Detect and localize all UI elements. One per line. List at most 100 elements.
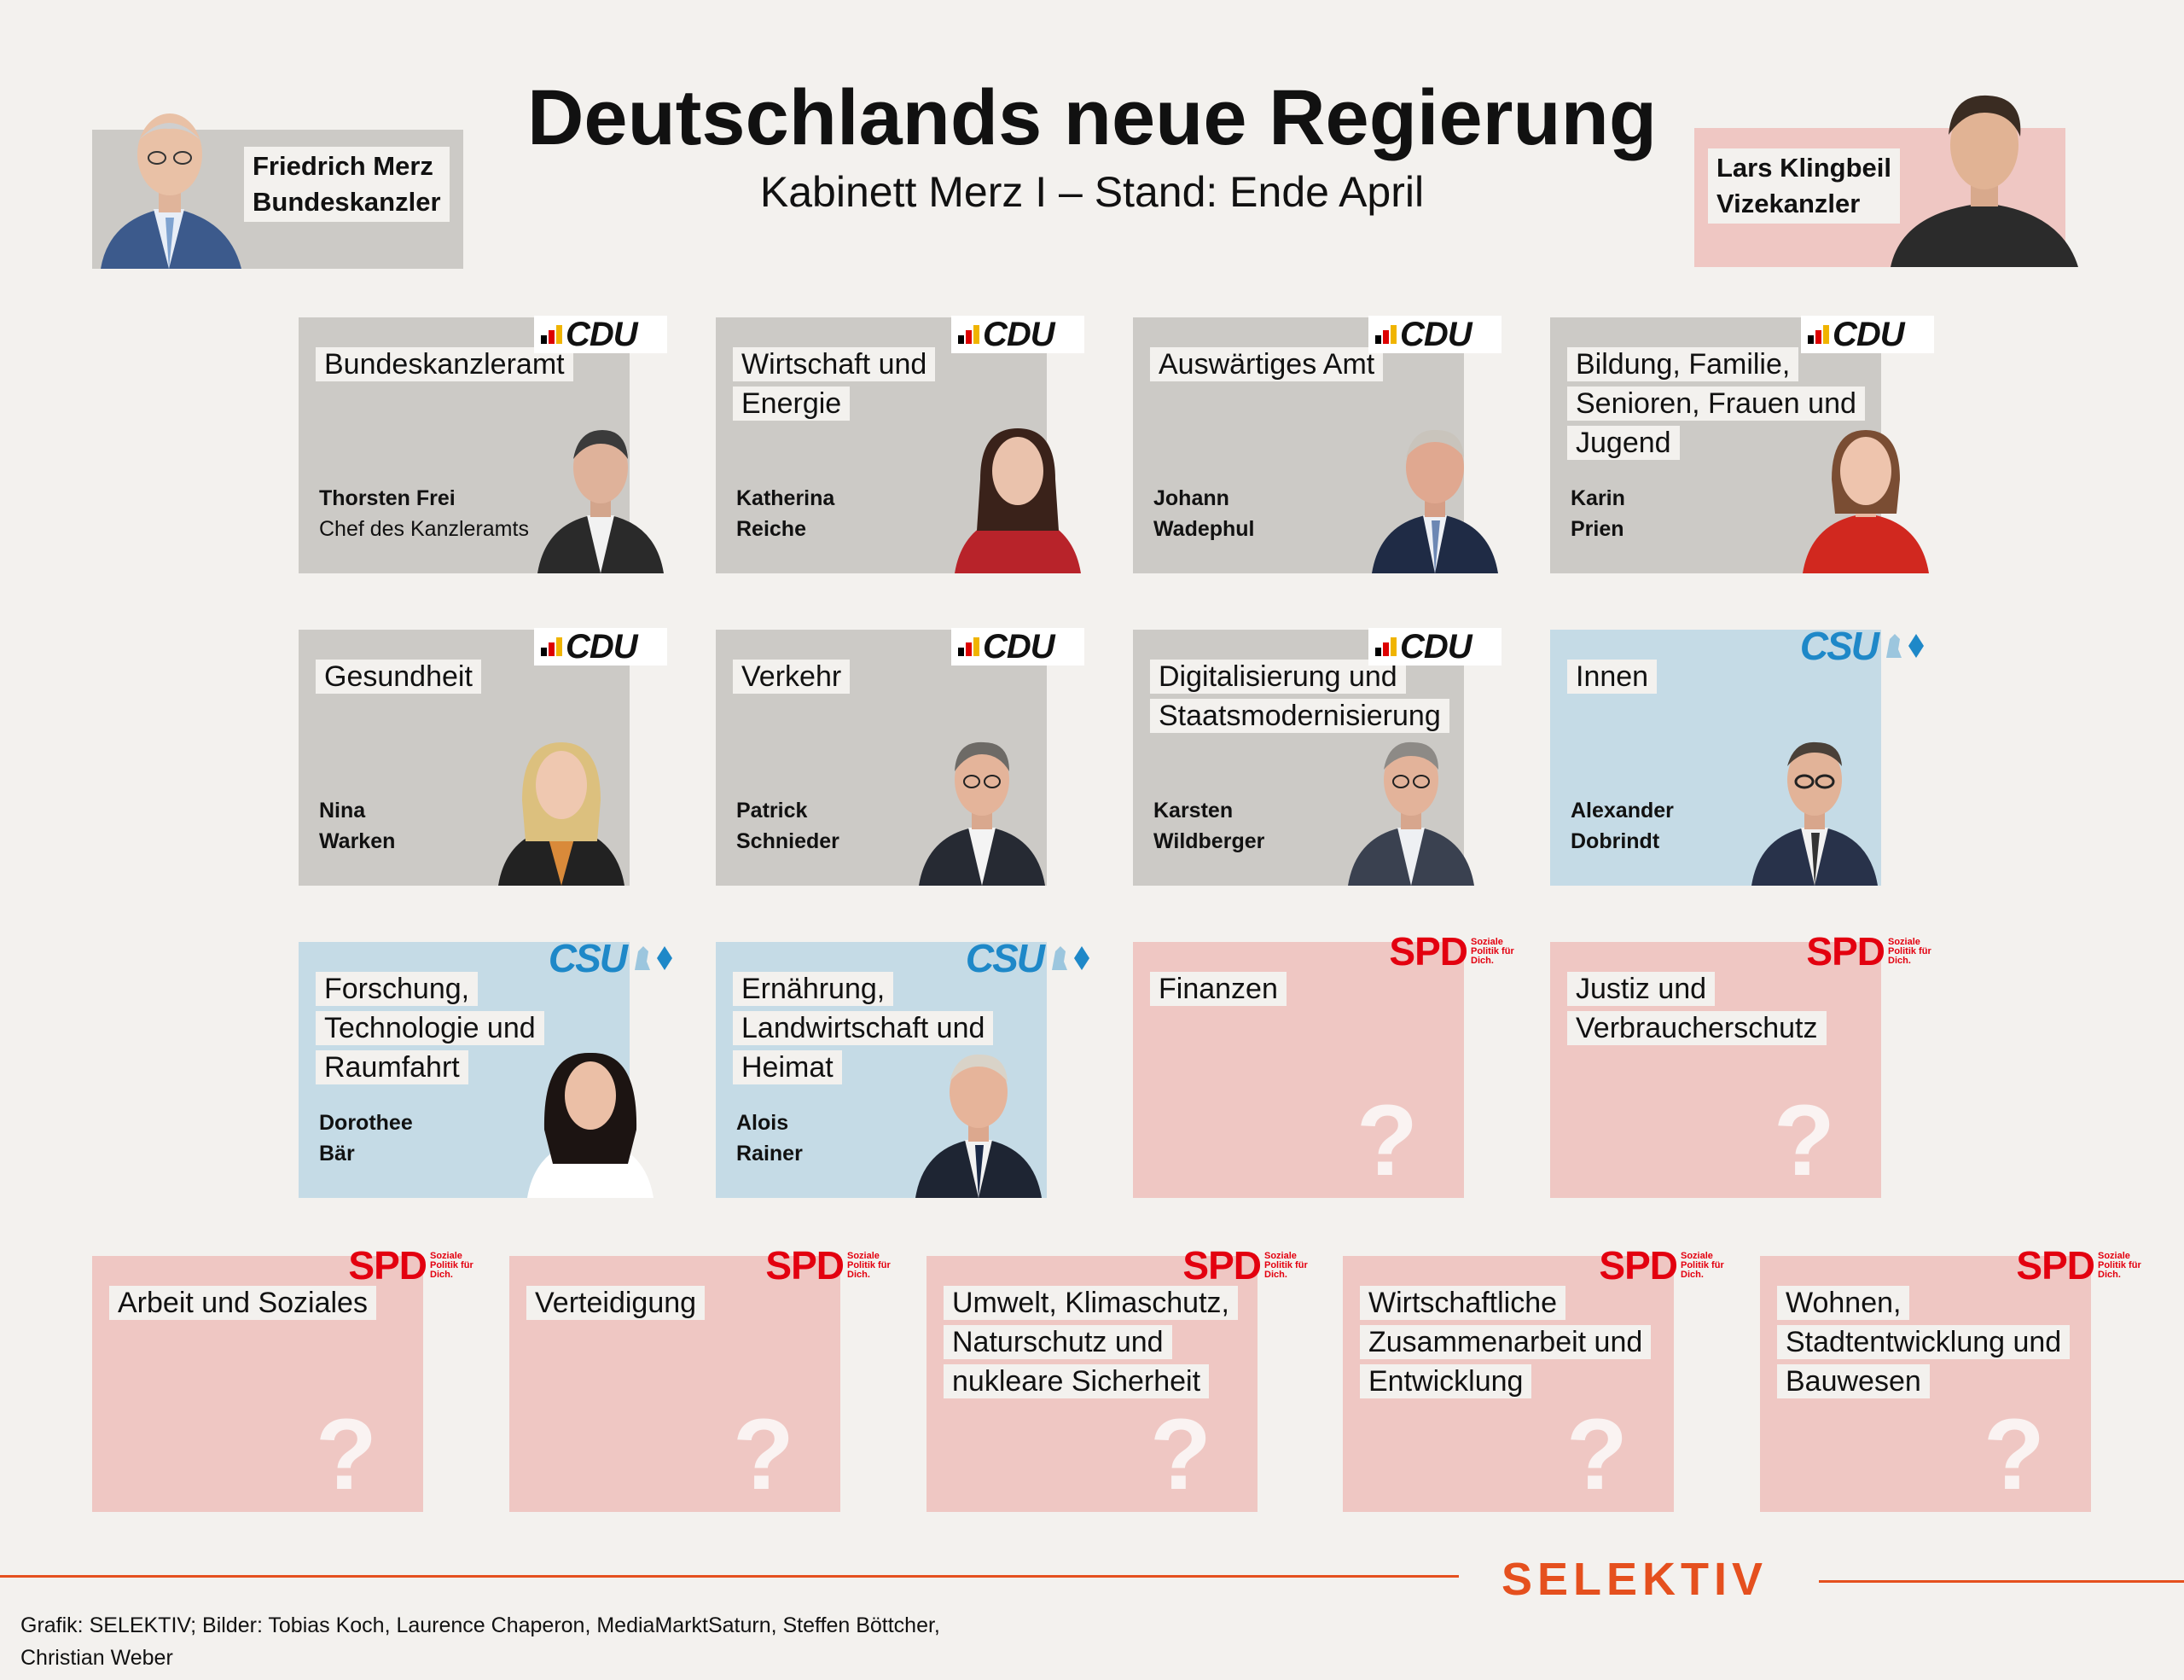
csu-lion-icon	[635, 946, 672, 970]
ministry-title: Justiz und Verbraucherschutz	[1567, 969, 1832, 1048]
spd-logo: SPD Soziale Politik für Dich.	[765, 1243, 891, 1288]
ministry-card-innen: CSU Innen Alexander Dobrindt	[1550, 624, 1924, 886]
spd-logo: SPD Soziale Politik für Dich.	[2016, 1243, 2141, 1288]
ministry-card-wohnen: SPD Soziale Politik für Dich. Wohnen, St…	[1760, 1243, 2141, 1512]
chancellor-label: Friedrich Merz Bundeskanzler	[244, 147, 450, 222]
cdu-logo-icon	[1375, 637, 1397, 656]
ministry-card-finanzen: SPD Soziale Politik für Dich. Finanzen ?	[1133, 929, 1514, 1198]
csu-lion-icon	[1886, 634, 1924, 658]
page-title: Deutschlands neue Regierung	[526, 74, 1658, 161]
ministry-card-bildung: CDU Bildung, Familie, Senioren, Frauen u…	[1550, 316, 1934, 573]
cdu-logo: CDU	[1368, 316, 1502, 353]
minister-name: Johann Wadephul	[1153, 486, 1255, 541]
ministry-card-entwicklung: SPD Soziale Politik für Dich. Wirtschaft…	[1343, 1243, 1724, 1512]
cdu-logo: CDU	[534, 316, 667, 353]
minister-name: Karin Prien	[1571, 486, 1625, 541]
ministry-card-wirtschaft: CDU Wirtschaft und Energie Katherina Rei…	[716, 316, 1084, 573]
unknown-minister-icon: ?	[1356, 1084, 1418, 1197]
cdu-logo-icon	[1375, 325, 1397, 344]
minister-role: Chef des Kanzleramts	[319, 517, 529, 541]
minister-portrait	[493, 732, 630, 886]
ministry-card-ernaehrung: CSU Ernährung, Landwirtschaft und Heimat…	[716, 936, 1089, 1198]
brand-logo: SELEKTIV	[1502, 1554, 1769, 1605]
minister-name: Thorsten Frei Chef des Kanzleramts	[319, 483, 532, 544]
unknown-minister-icon: ?	[1773, 1084, 1835, 1197]
ministry-title: Forschung, Technologie und Raumfahrt	[316, 969, 563, 1087]
ministry-title: Finanzen	[1150, 969, 1287, 1009]
minister-portrait	[1343, 732, 1479, 886]
spd-logo: SPD Soziale Politik für Dich.	[1806, 929, 1931, 974]
cdu-logo: CDU	[951, 628, 1084, 666]
chancellor-role: Bundeskanzler	[253, 187, 441, 217]
vice-chancellor-portrait	[1891, 95, 2078, 267]
ministry-title: Bundeskanzleramt	[316, 345, 573, 384]
footer-divider-right	[1819, 1580, 2184, 1583]
image-credits: Grafik: SELEKTIV; Bilder: Tobias Koch, L…	[20, 1613, 940, 1670]
ministry-card-digitalisierung: CDU Digitalisierung und Staatsmodernisie…	[1133, 628, 1502, 886]
unknown-minister-icon: ?	[1565, 1398, 1628, 1511]
unknown-minister-icon: ?	[1149, 1398, 1211, 1511]
ministry-card-umwelt: SPD Soziale Politik für Dich. Umwelt, Kl…	[926, 1243, 1308, 1512]
vice-chancellor-name: Lars Klingbeil	[1716, 153, 1891, 183]
csu-logo: CSU	[1800, 624, 1924, 668]
minister-name: Patrick Schnieder	[736, 799, 839, 853]
ministry-title: Ernährung, Landwirtschaft und Heimat	[733, 969, 1006, 1087]
cdu-logo: CDU	[1368, 628, 1502, 666]
cdu-logo: CDU	[1801, 316, 1934, 353]
ministry-card-bundeskanzleramt: CDU Bundeskanzleramt Thorsten Frei Chef …	[299, 316, 667, 573]
minister-portrait	[532, 420, 669, 573]
unknown-minister-icon: ?	[315, 1398, 377, 1511]
minister-portrait	[950, 420, 1086, 573]
ministry-title: Wirtschaftliche Zusammenarbeit und Entwi…	[1360, 1283, 1658, 1401]
ministry-title: Arbeit und Soziales	[109, 1283, 376, 1322]
chancellor-portrait	[101, 113, 241, 269]
csu-logo: CSU	[549, 936, 672, 980]
ministry-title: Bildung, Familie, Senioren, Frauen und J…	[1567, 345, 1866, 462]
csu-lion-icon	[1052, 946, 1089, 970]
ministry-title: Umwelt, Klimaschutz, Naturschutz und nuk…	[944, 1283, 1242, 1401]
unknown-minister-icon: ?	[732, 1398, 794, 1511]
ministry-card-justiz: SPD Soziale Politik für Dich. Justiz und…	[1550, 929, 1931, 1198]
ministry-title: Wohnen, Stadtentwicklung und Bauwesen	[1777, 1283, 2084, 1401]
page-subtitle: Kabinett Merz I – Stand: Ende April	[759, 168, 1425, 216]
ministry-card-gesundheit: CDU Gesundheit Nina Warken	[299, 628, 667, 886]
ministry-card-auswaertiges-amt: CDU Auswärtiges Amt Johann Wadephul	[1133, 316, 1502, 573]
ministry-card-verkehr: CDU Verkehr Patrick Schnieder	[716, 628, 1084, 886]
spd-logo: SPD Soziale Politik für Dich.	[1389, 929, 1514, 974]
footer-divider-left	[0, 1575, 1459, 1578]
cdu-logo: CDU	[951, 316, 1084, 353]
ministry-title: Digitalisierung und Staatsmodernisierung	[1150, 657, 1457, 735]
ministry-title: Verteidigung	[526, 1283, 706, 1322]
vice-chancellor-label: Lars Klingbeil Vizekanzler	[1708, 148, 1900, 224]
chancellor-card: Friedrich Merz Bundeskanzler	[92, 113, 463, 269]
minister-name: Katherina Reiche	[736, 486, 835, 541]
minister-portrait	[1367, 420, 1503, 573]
unknown-minister-icon: ?	[1983, 1398, 2045, 1511]
minister-name: Alexander Dobrindt	[1571, 799, 1674, 853]
cdu-logo-icon	[1808, 325, 1829, 344]
cdu-logo-icon	[958, 325, 979, 344]
ministry-title: Wirtschaft und Energie	[733, 345, 963, 423]
minister-portrait	[522, 1044, 659, 1198]
csu-logo: CSU	[966, 936, 1089, 980]
minister-name: Karsten Wildberger	[1153, 799, 1265, 853]
spd-logo: SPD Soziale Politik für Dich.	[1182, 1243, 1308, 1288]
cdu-logo-icon	[541, 637, 562, 656]
ministry-card-verteidigung: SPD Soziale Politik für Dich. Verteidigu…	[509, 1243, 891, 1512]
cdu-logo: CDU	[534, 628, 667, 666]
cdu-logo-icon	[958, 637, 979, 656]
vice-chancellor-card: Lars Klingbeil Vizekanzler	[1694, 95, 2078, 267]
spd-logo: SPD Soziale Politik für Dich.	[348, 1243, 473, 1288]
minister-portrait	[914, 732, 1050, 886]
minister-portrait	[910, 1044, 1047, 1198]
vice-chancellor-role: Vizekanzler	[1716, 189, 1861, 218]
chancellor-name: Friedrich Merz	[253, 151, 433, 181]
ministry-title: Verkehr	[733, 657, 851, 696]
ministry-card-forschung: CSU Forschung, Technologie und Raumfahrt…	[299, 936, 672, 1198]
spd-logo: SPD Soziale Politik für Dich.	[1599, 1243, 1724, 1288]
minister-portrait	[1798, 420, 1934, 573]
minister-name: Dorothee Bär	[319, 1111, 413, 1166]
ministry-card-arbeit: SPD Soziale Politik für Dich. Arbeit und…	[92, 1243, 473, 1512]
ministry-title: Auswärtiges Amt	[1150, 345, 1384, 384]
minister-name: Alois Rainer	[736, 1111, 803, 1166]
